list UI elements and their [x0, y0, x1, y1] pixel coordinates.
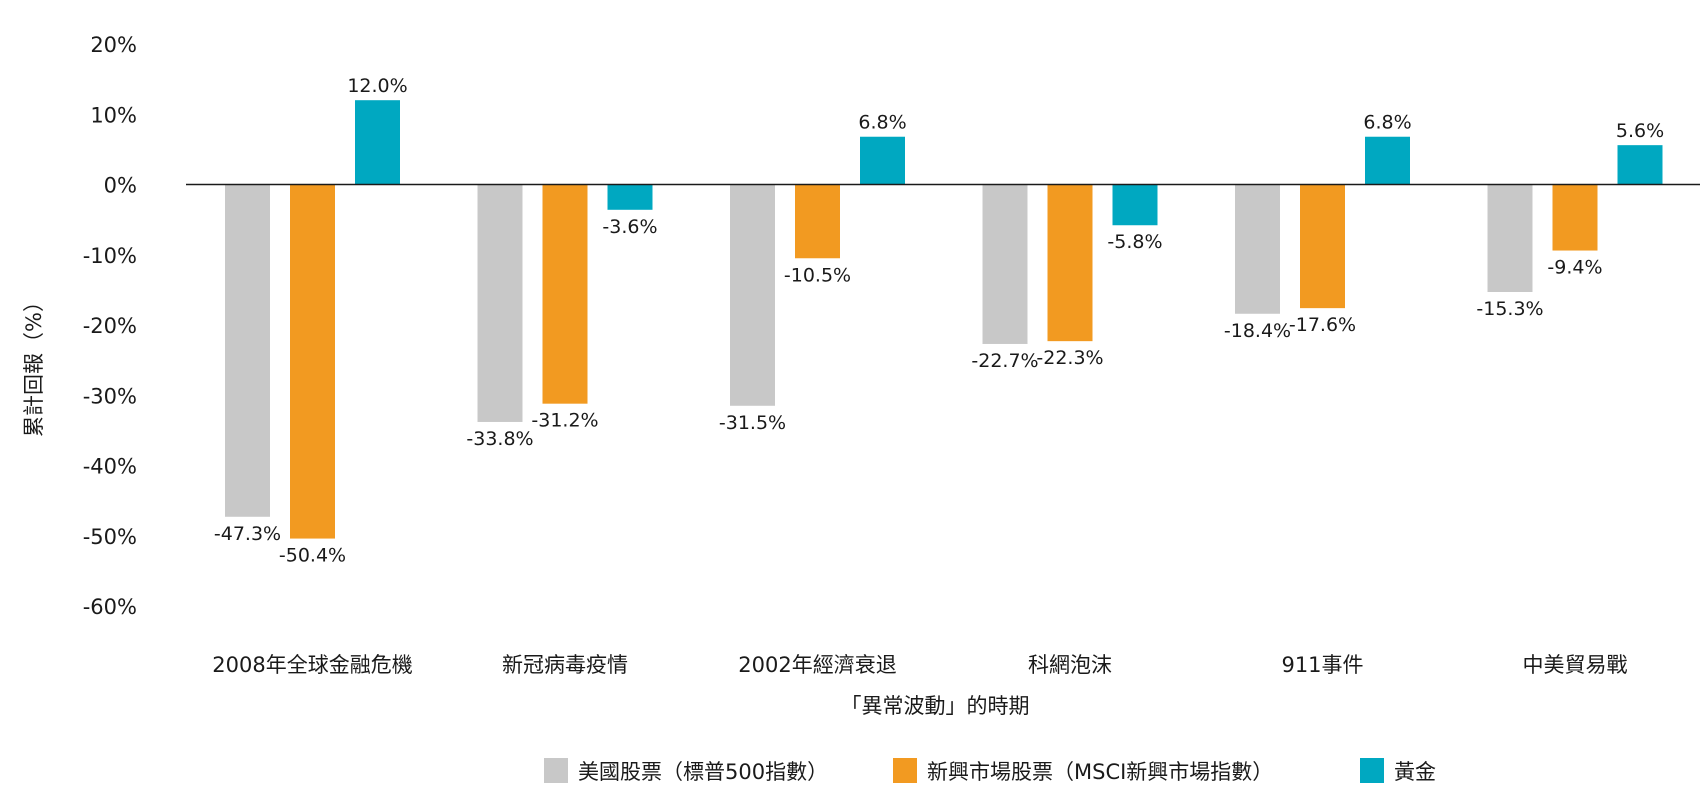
bar — [982, 184, 1028, 344]
bar — [1112, 184, 1158, 226]
y-tick-label: 10% — [90, 103, 137, 127]
data-label: 6.8% — [1363, 112, 1411, 134]
data-label: -47.3% — [214, 523, 281, 545]
data-label: -50.4% — [279, 545, 346, 567]
data-label: -31.2% — [531, 410, 598, 432]
legend-label: 新興市場股票（MSCI新興市場指數） — [927, 760, 1273, 784]
data-label: -3.6% — [602, 216, 657, 238]
y-tick-label: -20% — [83, 314, 137, 338]
bar — [730, 184, 775, 406]
x-category-label: 科網泡沫 — [1028, 653, 1112, 677]
x-category-label: 2008年全球金融危機 — [212, 653, 412, 677]
y-tick-label: -10% — [83, 244, 137, 268]
x-category-label: 新冠病毒疫情 — [502, 653, 628, 677]
legend: 美國股票（標普500指數） 新興市場股票（MSCI新興市場指數） 黃金 — [544, 758, 1436, 784]
data-label: -9.4% — [1547, 257, 1602, 279]
data-label: -18.4% — [1224, 320, 1291, 342]
bar — [1552, 184, 1598, 251]
legend-swatch — [1360, 758, 1384, 783]
y-tick-label: -30% — [83, 384, 137, 408]
data-label: -31.5% — [719, 412, 786, 434]
legend-label: 黃金 — [1394, 760, 1436, 784]
legend-swatch — [893, 758, 917, 783]
data-labels-layer: -47.3%-50.4% 12.0% -33.8%-31.2% -3.6% -31.5%… — [214, 75, 1664, 566]
bar — [1047, 184, 1093, 342]
bar — [1300, 184, 1345, 309]
x-category-label: 中美貿易戰 — [1523, 653, 1628, 677]
y-axis-title: 累計回報（%） — [22, 291, 46, 437]
bar — [477, 184, 523, 422]
bars-layer — [225, 100, 1663, 539]
bar — [1365, 136, 1410, 185]
y-tick-label: -60% — [83, 595, 137, 619]
x-category-label: 2002年經濟衰退 — [738, 653, 896, 677]
data-label: 12.0% — [347, 75, 407, 97]
data-label: -15.3% — [1476, 298, 1543, 320]
bar — [290, 184, 335, 539]
bar — [607, 184, 653, 210]
data-label: -22.7% — [971, 350, 1038, 372]
y-axis-ticks: 20% 10% 0% -10% -20% -30% -40% -50% -60% — [83, 33, 137, 619]
y-tick-label: -50% — [83, 525, 137, 549]
legend-label: 美國股票（標普500指數） — [578, 760, 828, 784]
data-label: -22.3% — [1036, 347, 1103, 369]
x-axis-categories: 2008年全球金融危機 新冠病毒疫情 2002年經濟衰退 科網泡沫 911事件 中美貿易戰 — [212, 653, 1627, 677]
data-label: -5.8% — [1107, 231, 1162, 253]
bar — [1235, 184, 1280, 314]
x-category-label: 911事件 — [1281, 653, 1363, 677]
x-axis-title: 「異常波動」的時期 — [841, 694, 1030, 718]
bar — [1487, 184, 1533, 292]
bar — [542, 184, 588, 404]
data-label: -17.6% — [1289, 314, 1356, 336]
data-label: 6.8% — [858, 112, 906, 134]
y-tick-label: 20% — [90, 33, 137, 57]
y-tick-label: 0% — [104, 174, 137, 198]
data-label: -33.8% — [466, 428, 533, 450]
bar — [1617, 145, 1663, 185]
data-label: -10.5% — [784, 264, 851, 286]
data-label: 5.6% — [1616, 120, 1664, 142]
y-tick-label: -40% — [83, 455, 137, 479]
bar — [225, 184, 270, 517]
legend-swatch — [544, 758, 568, 783]
bar — [795, 184, 840, 259]
bar — [355, 100, 400, 185]
bar — [860, 136, 905, 185]
